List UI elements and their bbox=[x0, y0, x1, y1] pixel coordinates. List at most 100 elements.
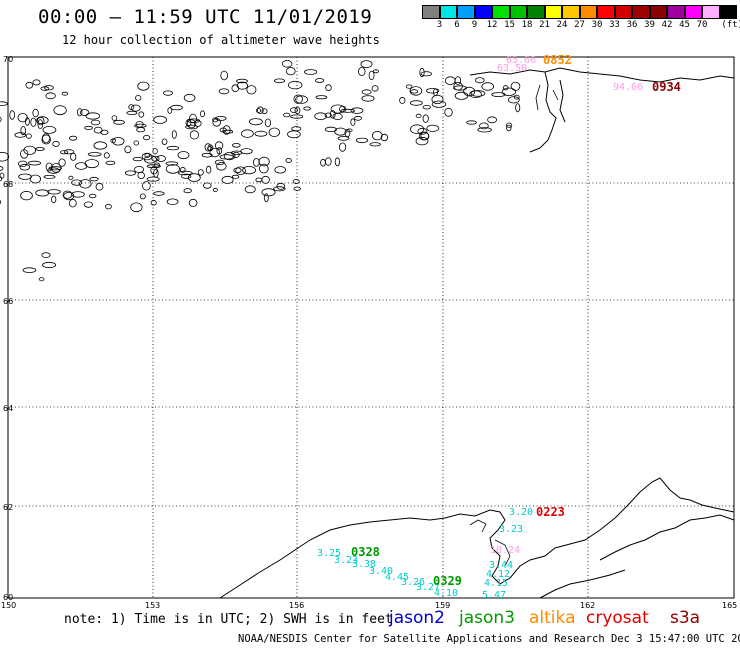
sea-ice-contour bbox=[142, 181, 151, 191]
sea-ice-contour bbox=[214, 141, 224, 150]
sea-ice-contour bbox=[20, 126, 27, 136]
sea-ice-contour bbox=[410, 89, 419, 94]
sea-ice-contour bbox=[292, 179, 300, 184]
sea-ice-contour bbox=[240, 129, 254, 138]
track-value: 10.24 bbox=[490, 545, 520, 556]
sea-ice-contour bbox=[268, 127, 281, 138]
lat-label-62: 62 bbox=[3, 503, 13, 512]
sea-ice-contour bbox=[63, 192, 75, 201]
sea-ice-contour bbox=[474, 77, 485, 84]
color-scale-label: 3 bbox=[436, 20, 443, 30]
sea-ice-contour bbox=[151, 155, 160, 162]
color-swatch bbox=[474, 5, 492, 19]
track-value: 63.50 bbox=[497, 63, 527, 74]
sea-ice-contour bbox=[44, 85, 54, 91]
sea-ice-contour bbox=[201, 152, 213, 158]
sea-ice-contour bbox=[470, 90, 486, 97]
sea-ice-contour bbox=[27, 160, 42, 166]
sea-ice-contour bbox=[303, 69, 318, 75]
sea-ice-contour bbox=[216, 162, 227, 171]
sea-ice-contour bbox=[89, 176, 99, 182]
track-value: 3.25 bbox=[317, 548, 341, 559]
sea-ice-contour bbox=[141, 152, 153, 161]
sea-ice-contour bbox=[261, 175, 270, 184]
sea-ice-contour bbox=[371, 85, 379, 92]
sea-ice-contour bbox=[113, 119, 125, 125]
sea-ice-contour bbox=[53, 105, 67, 116]
track-time-label: 0852 bbox=[543, 53, 572, 67]
sea-ice-contour bbox=[244, 185, 256, 194]
color-scale-label: 30 bbox=[591, 20, 603, 30]
sea-ice-contour bbox=[220, 70, 229, 81]
sea-ice-contour bbox=[248, 118, 263, 126]
sea-ice-contour bbox=[481, 82, 495, 91]
sea-ice-contour bbox=[276, 182, 286, 190]
sea-ice-contour bbox=[221, 175, 234, 184]
sea-ice-contour bbox=[185, 119, 192, 127]
sea-ice-contour bbox=[274, 166, 287, 174]
color-swatch bbox=[719, 5, 737, 19]
sea-ice-contour bbox=[111, 115, 118, 121]
sea-ice-contour bbox=[23, 145, 37, 155]
color-swatch bbox=[684, 5, 702, 19]
track-value: 3.23 bbox=[334, 555, 358, 566]
sea-ice-contour bbox=[236, 78, 248, 84]
sea-ice-contour bbox=[132, 157, 143, 162]
legend-s3a: s3a bbox=[670, 608, 701, 628]
sea-ice-contour bbox=[47, 189, 61, 195]
sea-ice-contour bbox=[350, 107, 364, 114]
sea-ice-contour bbox=[361, 89, 372, 95]
sea-ice-contour bbox=[80, 109, 90, 116]
color-scale-label: 39 bbox=[644, 20, 655, 30]
sea-ice-contour bbox=[42, 261, 57, 269]
sea-ice-contour bbox=[258, 156, 270, 167]
southern-coastline bbox=[219, 477, 735, 599]
track-time-label: 0328 bbox=[351, 545, 380, 559]
color-swatch bbox=[702, 5, 720, 19]
color-swatch bbox=[632, 5, 650, 19]
sea-ice-contour bbox=[263, 193, 269, 203]
sea-ice-contour bbox=[90, 119, 101, 126]
sea-ice-contour bbox=[166, 145, 180, 151]
river-inlet bbox=[535, 84, 559, 111]
color-scale-label: 33 bbox=[609, 20, 620, 30]
sea-ice-contour bbox=[143, 135, 151, 141]
sea-ice-contour bbox=[261, 188, 276, 197]
sea-ice-contour bbox=[360, 60, 373, 68]
sea-ice-contour bbox=[103, 152, 110, 159]
lat-label-64: 64 bbox=[3, 404, 13, 413]
lat-label-70: 70 bbox=[3, 55, 13, 64]
sea-ice-contour bbox=[420, 71, 433, 77]
color-swatch bbox=[579, 5, 597, 19]
sea-ice-contour bbox=[256, 106, 264, 114]
sea-ice-contour bbox=[329, 110, 336, 119]
sea-ice-contour bbox=[334, 157, 340, 167]
sea-ice-contour bbox=[240, 148, 253, 155]
sea-ice-contour bbox=[45, 92, 56, 100]
color-swatch bbox=[614, 5, 632, 19]
color-swatch bbox=[597, 5, 615, 19]
sea-ice-contour bbox=[84, 125, 93, 130]
color-scale-label: 15 bbox=[504, 20, 515, 30]
sea-ice-contour bbox=[314, 78, 325, 83]
sea-ice-contour bbox=[426, 124, 440, 132]
sea-ice-contour bbox=[88, 193, 97, 199]
sea-ice-contour bbox=[134, 165, 145, 173]
color-swatch bbox=[667, 5, 685, 19]
color-swatch bbox=[422, 5, 440, 19]
track-value: 94.66 bbox=[613, 82, 643, 93]
sea-ice-contour bbox=[37, 119, 44, 129]
legend-altika: altika bbox=[529, 608, 576, 628]
sea-ice-contour bbox=[314, 112, 327, 120]
sea-ice-contour bbox=[431, 100, 447, 108]
sea-ice-contour bbox=[165, 164, 180, 174]
sea-ice-contour bbox=[453, 81, 463, 91]
sea-ice-contour bbox=[337, 136, 350, 141]
sea-ice-contour bbox=[291, 126, 302, 132]
lon-label-159: 159 bbox=[435, 601, 450, 610]
sea-ice-contour bbox=[42, 125, 57, 134]
sea-ice-contour bbox=[183, 93, 196, 102]
sea-ice-contour bbox=[156, 155, 166, 162]
